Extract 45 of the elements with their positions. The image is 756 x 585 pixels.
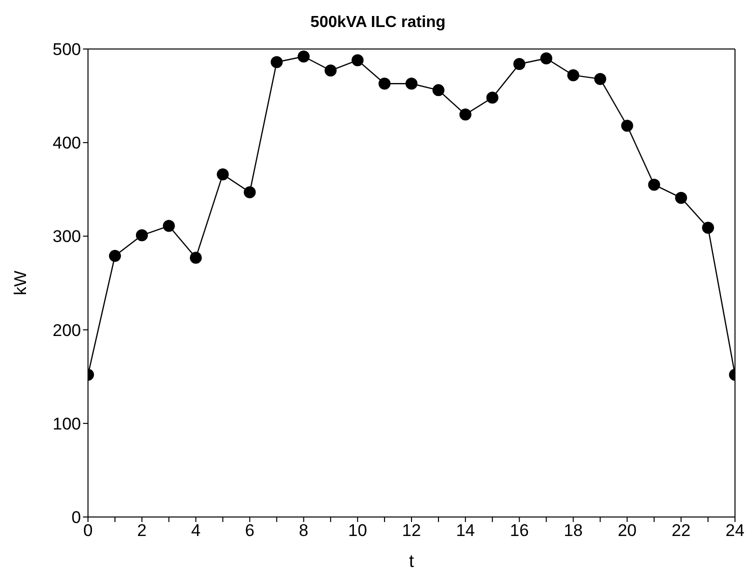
y-tick-label: 100 — [52, 414, 81, 434]
y-tick-label: 400 — [52, 134, 81, 153]
point — [270, 56, 283, 68]
y-tick-label: 0 — [72, 508, 81, 528]
x-tick-label: 14 — [456, 521, 475, 540]
x-axis-title: t — [408, 551, 414, 571]
x-tick-label: 0 — [83, 521, 93, 540]
point — [352, 54, 364, 66]
point — [486, 92, 498, 104]
x-tick-label: 6 — [245, 521, 254, 540]
point — [378, 78, 391, 90]
x-tick-label: 12 — [402, 521, 421, 540]
point — [675, 192, 688, 204]
point — [136, 229, 148, 242]
x-tick-label: 18 — [564, 521, 583, 540]
point — [324, 64, 337, 77]
point — [244, 186, 256, 198]
x-tick-label: 22 — [672, 521, 691, 540]
chart-title: 500kVA ILC rating — [309, 13, 447, 33]
point — [190, 252, 202, 264]
point — [621, 120, 634, 132]
point — [540, 52, 552, 64]
point — [567, 69, 580, 82]
x-tick-label: 24 — [726, 521, 744, 540]
y-tick-label: 300 — [52, 227, 81, 246]
x-tick-label: 16 — [510, 521, 529, 540]
point — [459, 108, 472, 121]
x-tick-label: 8 — [298, 521, 308, 540]
y-tick-label: 200 — [52, 320, 81, 340]
point — [594, 72, 606, 85]
point — [432, 84, 444, 96]
point — [406, 78, 418, 90]
point — [216, 168, 229, 180]
point — [162, 220, 175, 232]
point — [702, 222, 714, 234]
x-tick-label: 20 — [618, 521, 637, 540]
point — [513, 58, 526, 70]
y-tick-label: 500 — [52, 40, 81, 60]
y-axis-title: kW — [11, 270, 30, 296]
point — [298, 50, 310, 62]
x-tick-label: 4 — [191, 521, 201, 540]
x-tick-label: 10 — [348, 521, 368, 540]
point — [648, 178, 660, 191]
x-tick-label: 2 — [137, 521, 147, 540]
point — [108, 250, 121, 262]
